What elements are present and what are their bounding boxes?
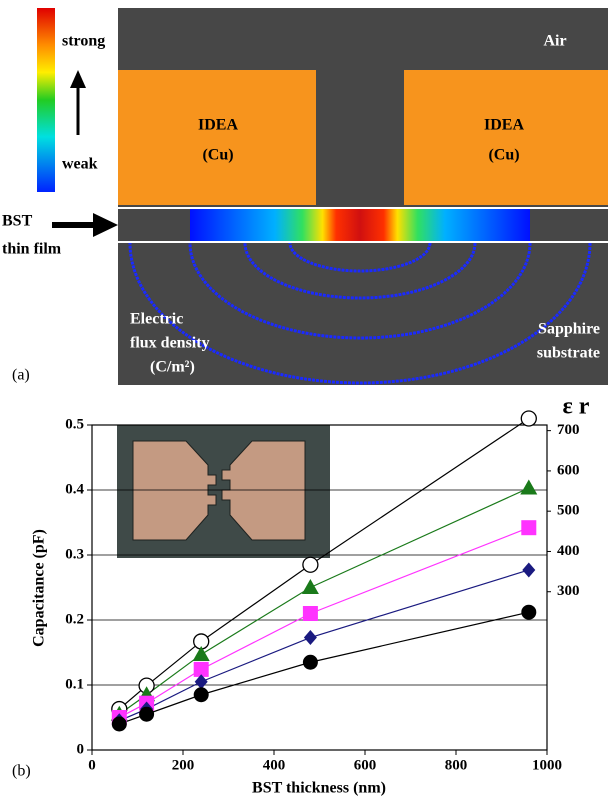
panel-label: (a) bbox=[12, 367, 30, 384]
y-tick-label: 0.5 bbox=[65, 416, 84, 432]
marker bbox=[521, 411, 536, 426]
label: strong bbox=[62, 33, 105, 50]
marker bbox=[303, 655, 318, 670]
y2-tick-label: 600 bbox=[557, 462, 580, 478]
label: substrate bbox=[537, 345, 600, 362]
x-axis-label: BST thickness (nm) bbox=[252, 780, 386, 797]
series-line bbox=[119, 612, 529, 724]
y-tick-label: 0.1 bbox=[65, 676, 84, 692]
marker bbox=[303, 557, 318, 572]
y2-tick-label: 300 bbox=[557, 583, 580, 599]
electrode bbox=[118, 70, 316, 205]
label: Electric bbox=[130, 311, 183, 328]
simulation-panel: strong weak Air IDEA (Cu) IDEA (Cu) BST … bbox=[2, 8, 608, 385]
marker bbox=[304, 630, 317, 645]
figure: strong weak Air IDEA (Cu) IDEA (Cu) BST … bbox=[0, 0, 608, 801]
colorbar bbox=[37, 8, 55, 192]
label: (Cu) bbox=[488, 147, 519, 164]
label: flux density bbox=[130, 335, 210, 352]
y2-tick-label: 400 bbox=[557, 543, 580, 559]
label: IDEA bbox=[198, 117, 238, 134]
label: thin film bbox=[2, 241, 62, 258]
marker bbox=[112, 717, 127, 732]
marker bbox=[522, 562, 535, 577]
x-tick-label: 1000 bbox=[532, 757, 562, 773]
x-tick-label: 600 bbox=[354, 757, 377, 773]
marker bbox=[521, 520, 536, 535]
marker bbox=[521, 605, 536, 620]
label: (Cu) bbox=[202, 147, 233, 164]
panel-label: (b) bbox=[12, 763, 31, 780]
arrow-head bbox=[70, 70, 86, 88]
marker bbox=[139, 707, 154, 722]
marker bbox=[194, 687, 209, 702]
y-tick-label: 0.2 bbox=[65, 611, 84, 627]
field-strip bbox=[190, 209, 530, 241]
label: weak bbox=[62, 156, 98, 173]
arrow-head bbox=[93, 213, 118, 237]
y2-tick-label: 500 bbox=[557, 503, 580, 519]
label: BST bbox=[2, 213, 33, 230]
y2-axis-label: ε r bbox=[563, 394, 590, 420]
y2-tick-label: 700 bbox=[557, 422, 580, 438]
label: Sapphire bbox=[538, 321, 600, 338]
x-tick-label: 800 bbox=[445, 757, 468, 773]
y-tick-label: 0 bbox=[77, 741, 85, 757]
marker bbox=[520, 480, 537, 495]
electrode bbox=[404, 70, 608, 205]
marker bbox=[303, 606, 318, 621]
x-tick-label: 0 bbox=[88, 757, 96, 773]
x-tick-label: 400 bbox=[263, 757, 286, 773]
marker bbox=[193, 646, 210, 661]
label: (C/m²) bbox=[150, 359, 195, 376]
y-tick-label: 0.3 bbox=[65, 546, 84, 562]
label: Air bbox=[543, 33, 566, 50]
x-tick-label: 200 bbox=[172, 757, 195, 773]
label: IDEA bbox=[484, 117, 524, 134]
y-axis-label: Capacitance (pF) bbox=[31, 529, 48, 647]
y-tick-label: 0.4 bbox=[65, 481, 84, 497]
series-line bbox=[119, 570, 529, 721]
marker bbox=[302, 579, 319, 594]
